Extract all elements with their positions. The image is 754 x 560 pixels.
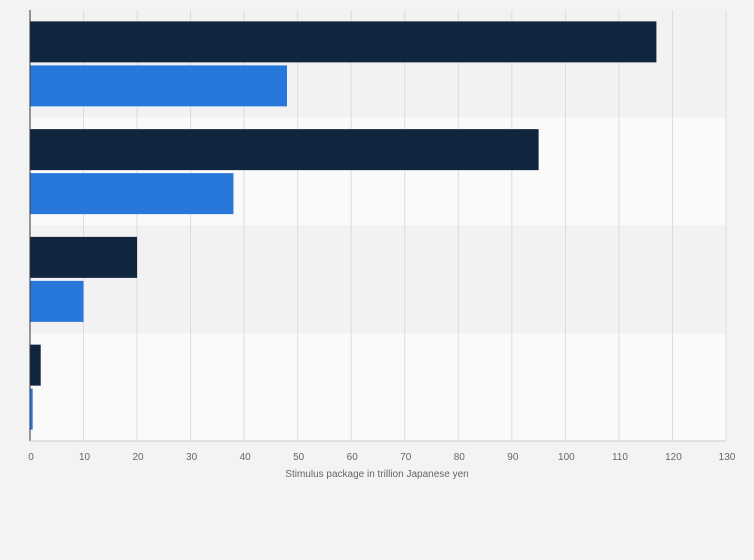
x-tick-label: 80 xyxy=(454,452,466,463)
x-tick-label: 90 xyxy=(507,452,519,463)
x-tick-label: 100 xyxy=(558,452,575,463)
bar xyxy=(30,129,539,171)
bar xyxy=(30,65,287,107)
x-tick-label: 110 xyxy=(612,452,628,463)
bar xyxy=(30,236,138,278)
bar xyxy=(30,344,41,386)
x-tick-label: 50 xyxy=(293,452,305,463)
x-tick-label: 0 xyxy=(28,452,34,463)
bar xyxy=(30,280,84,322)
x-tick-labels: 0 10 20 30 40 50 60 70 80 90 100 110 120 130 xyxy=(28,452,736,463)
x-tick-label: 70 xyxy=(400,452,412,463)
category-band xyxy=(30,225,726,334)
x-tick-label: 120 xyxy=(665,452,682,463)
bar xyxy=(30,21,657,63)
x-tick-label: 30 xyxy=(186,452,198,463)
x-tick-label: 20 xyxy=(133,452,145,463)
x-tick-label: 60 xyxy=(347,452,359,463)
bar xyxy=(30,388,33,430)
x-tick-label: 40 xyxy=(240,452,252,463)
category-band xyxy=(30,333,726,441)
x-axis-label: Stimulus package in trillion Japanese ye… xyxy=(285,469,468,480)
bars xyxy=(30,21,657,430)
bar xyxy=(30,173,234,215)
x-tick-label: 10 xyxy=(79,452,91,463)
gridlines xyxy=(83,10,727,441)
axes xyxy=(29,10,726,442)
x-tick-label: 130 xyxy=(719,452,736,463)
